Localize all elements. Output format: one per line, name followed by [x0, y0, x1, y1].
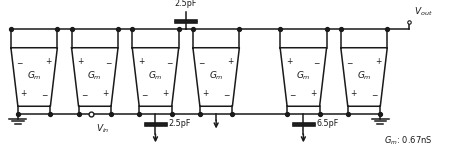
- Text: 2.5pF: 2.5pF: [174, 0, 197, 8]
- Text: +: +: [102, 89, 109, 98]
- Text: $V_{out}$: $V_{out}$: [414, 6, 433, 18]
- Text: 2.5pF: 2.5pF: [169, 120, 191, 128]
- Text: $V_{in}$: $V_{in}$: [96, 122, 110, 135]
- Text: $G_m$: $G_m$: [209, 69, 224, 82]
- Text: $-$: $-$: [371, 89, 378, 98]
- Text: +: +: [202, 89, 209, 98]
- Text: $-$: $-$: [313, 57, 321, 66]
- Text: $-$: $-$: [81, 89, 88, 98]
- Text: $-$: $-$: [165, 57, 173, 66]
- Text: 6.5pF: 6.5pF: [317, 120, 339, 128]
- Text: $-$: $-$: [289, 89, 297, 98]
- Text: +: +: [20, 89, 27, 98]
- Text: $-$: $-$: [223, 89, 230, 98]
- Text: $-$: $-$: [346, 57, 354, 66]
- Text: +: +: [138, 57, 145, 66]
- Text: $-$: $-$: [141, 89, 149, 98]
- Text: $G_m$: $G_m$: [27, 69, 42, 82]
- Text: $-$: $-$: [199, 57, 206, 66]
- Text: $-$: $-$: [41, 89, 48, 98]
- Text: +: +: [310, 89, 317, 98]
- Text: $G_m$: $G_m$: [356, 69, 372, 82]
- Text: +: +: [350, 89, 357, 98]
- Text: +: +: [163, 89, 169, 98]
- Text: $G_m$: 0.67nS: $G_m$: 0.67nS: [384, 135, 433, 147]
- Text: $G_m$: $G_m$: [148, 69, 163, 82]
- Text: $-$: $-$: [17, 57, 24, 66]
- Text: $G_m$: $G_m$: [87, 69, 102, 82]
- Text: $-$: $-$: [105, 57, 112, 66]
- Text: +: +: [45, 57, 51, 66]
- Text: +: +: [78, 57, 84, 66]
- Text: +: +: [286, 57, 292, 66]
- Text: +: +: [227, 57, 233, 66]
- Text: +: +: [375, 57, 381, 66]
- Text: $G_m$: $G_m$: [296, 69, 311, 82]
